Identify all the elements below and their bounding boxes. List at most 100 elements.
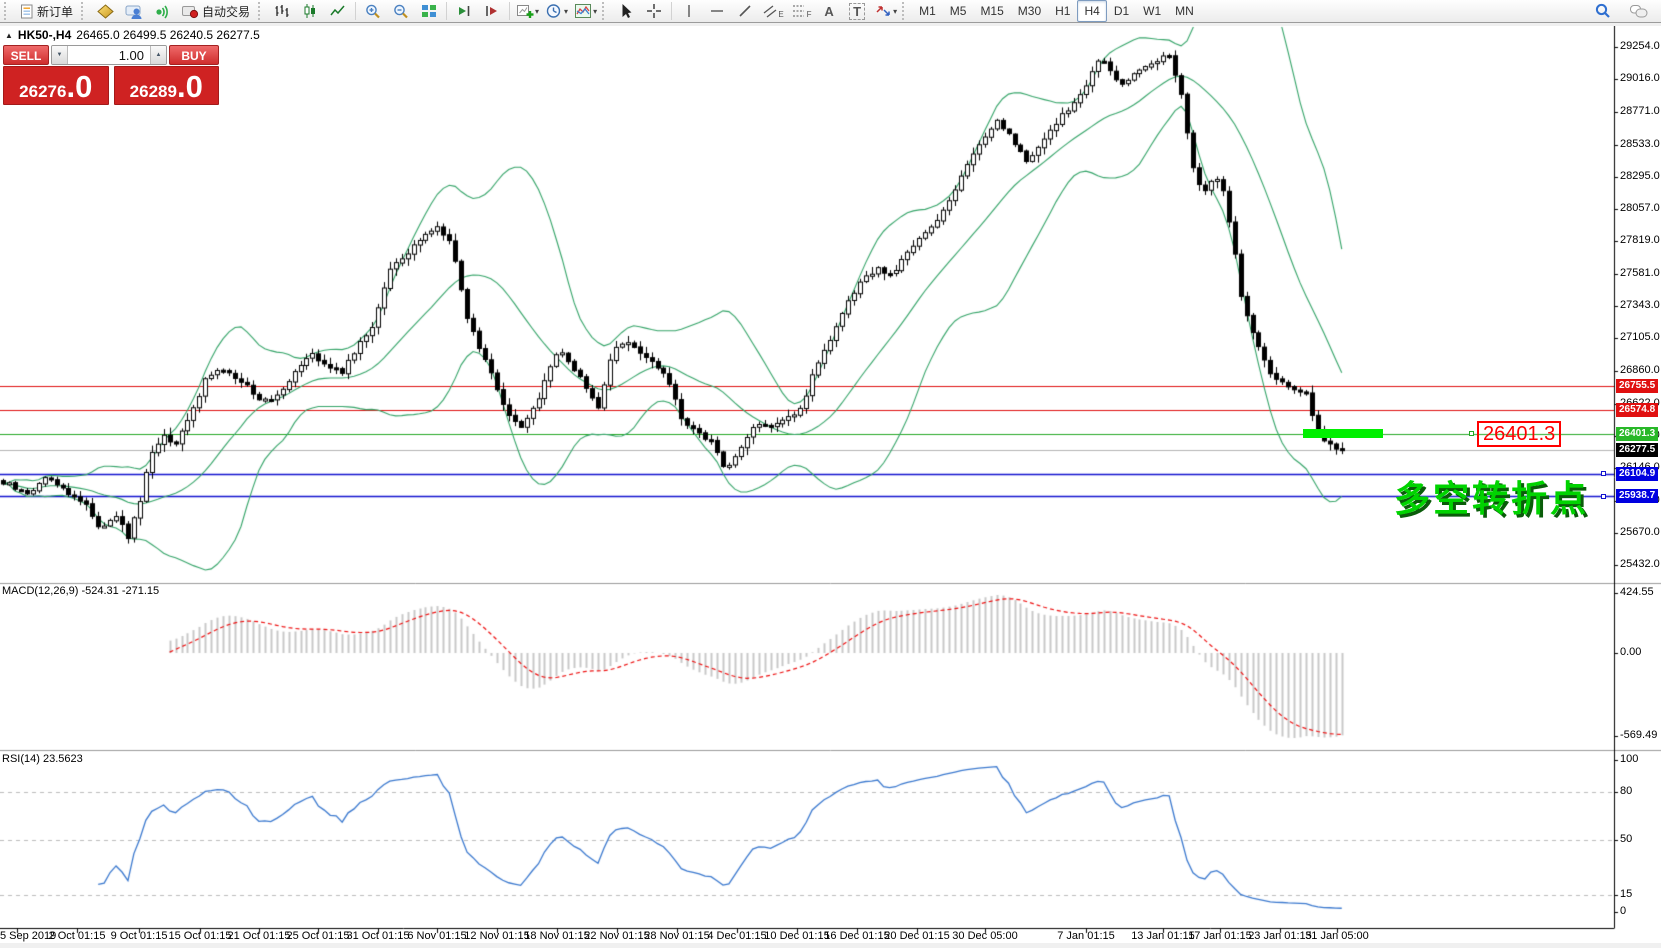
macd-indicator-label: MACD(12,26,9) -524.31 -271.15 xyxy=(2,585,160,597)
time-axis-tick: 15 Oct 01:15 xyxy=(168,930,232,942)
channel-letter: E xyxy=(778,9,784,19)
trendline-tool-icon[interactable] xyxy=(731,0,759,22)
cloud-user-icon[interactable] xyxy=(119,0,147,22)
bar-chart-icon[interactable] xyxy=(268,0,296,22)
macd-axis-tick: -569.49 xyxy=(1620,729,1658,741)
rsi-axis-tick: 80 xyxy=(1620,784,1633,797)
time-axis-tick: 5 Sep 2019 xyxy=(0,930,57,942)
time-axis-tick: 13 Jan 01:15 xyxy=(1131,930,1195,942)
time-axis-tick: 25 Oct 01:15 xyxy=(286,930,350,942)
toolbar-separator xyxy=(509,2,511,20)
price-axis-tick: 27819.0 xyxy=(1620,234,1660,247)
rsi-axis-tick: 50 xyxy=(1620,832,1633,845)
object-handle[interactable] xyxy=(1601,471,1606,477)
timeframe-m5[interactable]: M5 xyxy=(949,4,967,18)
time-axis-tick: 17 Jan 01:15 xyxy=(1188,930,1252,942)
rsi-axis-tick: 0 xyxy=(1620,905,1627,917)
rsi-indicator-label: RSI(14) 23.5623 xyxy=(2,753,83,765)
cursor-icon[interactable] xyxy=(612,0,640,22)
macd-axis-tick: 424.55 xyxy=(1620,586,1654,598)
volume-stepper: ▼ ▲ xyxy=(51,45,167,65)
timeframe-m15[interactable]: M15 xyxy=(980,4,1004,18)
toolbar-separator xyxy=(671,2,673,20)
new-chart-button[interactable]: ▾ xyxy=(513,0,542,22)
new-order-label: 新订单 xyxy=(37,4,74,19)
tile-windows-icon[interactable] xyxy=(415,0,443,22)
price-axis-tick: 27105.0 xyxy=(1620,331,1660,344)
macd-axis-tick: 0.00 xyxy=(1620,646,1642,658)
equidistant-channel-tool-icon[interactable]: E xyxy=(759,0,787,22)
zoom-out-icon[interactable] xyxy=(387,0,415,22)
chart-canvas[interactable] xyxy=(0,26,1661,948)
timeframe-toolbar: M1 M5 M15 M30 H1 H4 D1 W1 MN xyxy=(912,0,1201,22)
price-level-badge: 26401.3 xyxy=(1616,426,1658,441)
timeframe-d1[interactable]: D1 xyxy=(1113,4,1130,18)
timeframe-w1[interactable]: W1 xyxy=(1143,4,1162,18)
arrows-tool-icon[interactable]: ▾ xyxy=(871,0,900,22)
level-annotation-box[interactable]: 26401.3 xyxy=(1477,420,1562,447)
fibonacci-tool-icon[interactable]: F xyxy=(787,0,815,22)
cn-annotation-text[interactable]: 多空转折点 xyxy=(1394,478,1590,519)
volume-decrease-button[interactable]: ▼ xyxy=(52,46,68,64)
periods-button[interactable]: ▾ xyxy=(542,0,571,22)
price-level-badge: 25938.7 xyxy=(1616,489,1658,504)
indicators-button[interactable]: ▾ xyxy=(571,0,600,22)
time-axis-tick: 2 Oct 01:15 xyxy=(48,930,106,942)
zoom-in-icon[interactable] xyxy=(359,0,387,22)
volume-increase-button[interactable]: ▲ xyxy=(150,46,166,64)
toolbar-grip[interactable] xyxy=(258,2,264,20)
chevron-down-icon: ▾ xyxy=(535,6,540,16)
signal-icon[interactable] xyxy=(147,0,175,22)
sell-button[interactable]: SELL xyxy=(3,45,49,65)
time-axis-tick: 30 Dec 05:00 xyxy=(952,930,1018,942)
bottom-strip xyxy=(0,943,1661,948)
buy-button[interactable]: BUY xyxy=(169,45,219,65)
auto-scroll-icon[interactable] xyxy=(450,0,478,22)
timeframe-mn[interactable]: MN xyxy=(1175,4,1194,18)
price-level-badge: 26574.8 xyxy=(1616,403,1658,418)
toolbar-grip[interactable] xyxy=(4,2,10,20)
autotrading-button[interactable]: 自动交易 xyxy=(175,0,256,22)
price-level-badge: 26755.5 xyxy=(1616,378,1658,393)
time-axis-tick: 7 Jan 01:15 xyxy=(1057,930,1115,942)
search-icon[interactable] xyxy=(1589,0,1617,22)
autotrading-icon xyxy=(181,3,199,19)
vertical-line-tool-icon[interactable] xyxy=(675,0,703,22)
text-label-tool-icon[interactable]: T xyxy=(843,0,871,22)
new-order-button[interactable]: 新订单 xyxy=(14,0,79,22)
text-tool-icon[interactable]: A xyxy=(815,0,843,22)
gold-icon[interactable] xyxy=(91,0,119,22)
price-level-badge: 26277.5 xyxy=(1616,443,1658,458)
object-handle[interactable] xyxy=(1601,493,1606,499)
chart-shift-icon[interactable] xyxy=(478,0,506,22)
fibo-letter: F xyxy=(806,9,812,19)
buy-price-button[interactable]: 26289.0 xyxy=(113,66,219,105)
time-axis-tick: 10 Dec 01:15 xyxy=(764,930,830,942)
line-chart-icon[interactable] xyxy=(324,0,352,22)
timeframe-m1[interactable]: M1 xyxy=(919,4,936,18)
highlight-trend-segment[interactable] xyxy=(1303,429,1383,439)
toolbar-grip[interactable] xyxy=(602,2,608,20)
collapse-icon[interactable]: ▲ xyxy=(5,30,13,40)
horizontal-line-tool-icon[interactable] xyxy=(703,0,731,22)
time-axis-tick: 28 Nov 01:15 xyxy=(644,930,710,942)
sell-price-main: 26276 xyxy=(19,82,67,101)
toolbar-grip[interactable] xyxy=(81,2,87,20)
timeframe-h1[interactable]: H1 xyxy=(1055,4,1071,18)
crosshair-icon[interactable] xyxy=(640,0,668,22)
time-axis-tick: 4 Dec 01:15 xyxy=(707,930,767,942)
chat-icon[interactable] xyxy=(1625,0,1653,22)
timeframe-h4[interactable]: H4 xyxy=(1077,0,1107,22)
sell-price-button[interactable]: 26276.0 xyxy=(3,66,109,105)
object-handle[interactable] xyxy=(1469,431,1474,437)
volume-input[interactable] xyxy=(68,46,150,64)
toolbar-grip[interactable] xyxy=(902,2,908,20)
time-axis-tick: 22 Nov 01:15 xyxy=(584,930,650,942)
rsi-axis-tick: 100 xyxy=(1620,753,1639,765)
chevron-down-icon: ▾ xyxy=(564,6,569,16)
time-axis-tick: 6 Nov 01:15 xyxy=(407,930,467,942)
candlestick-chart-icon[interactable] xyxy=(296,0,324,22)
timeframe-m30[interactable]: M30 xyxy=(1017,4,1042,18)
one-click-trading-panel: SELL ▼ ▲ BUY 26276.0 26289.0 xyxy=(3,45,219,105)
price-axis-tick: 29254.0 xyxy=(1620,40,1660,52)
